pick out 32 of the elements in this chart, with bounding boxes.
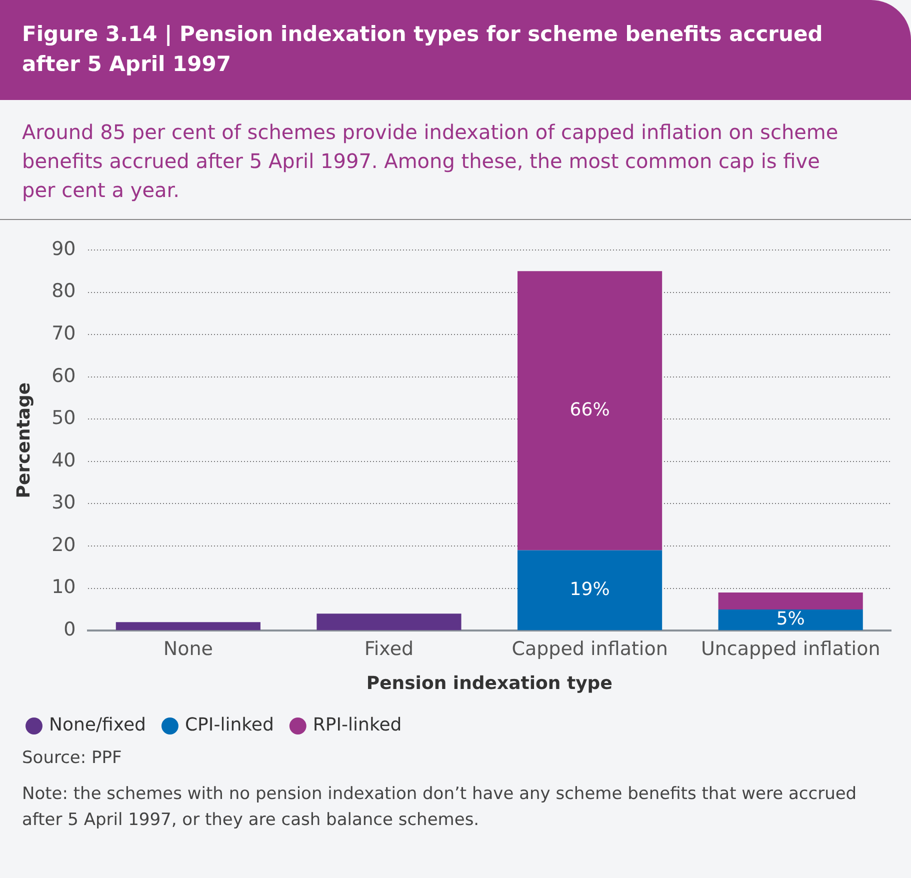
y-tick-label: 60 <box>52 364 76 387</box>
text: Note: the schemes with no pension indexation don’t have any scheme benefits that were accrued after 5 April 1997, or they are cash balance schemes. <box>22 783 858 832</box>
x-tick-label: Uncapped inflation <box>700 638 880 660</box>
x-axis-title: Pension indexation type <box>366 672 612 694</box>
y-tick-label: 50 <box>52 407 76 430</box>
legend-label: RPI-linked <box>312 714 402 736</box>
x-tick-label: Fixed <box>364 638 414 660</box>
y-tick-label: 0 <box>64 618 76 641</box>
y-tick-label: 90 <box>52 238 76 260</box>
y-tick-label: 80 <box>52 280 76 302</box>
legend-label: CPI-linked <box>184 714 274 736</box>
y-axis-title: Percentage <box>13 382 34 498</box>
y-tick-label: 70 <box>52 322 76 345</box>
legend-label: None/fixed <box>49 714 146 736</box>
x-tick-label: None <box>163 638 213 660</box>
y-tick-label: 30 <box>52 492 76 514</box>
bar <box>518 271 662 550</box>
data-label: 66% <box>570 399 610 420</box>
bar <box>316 614 462 630</box>
y-tick-label: 20 <box>52 534 76 556</box>
data-label: 19% <box>570 578 610 600</box>
bar <box>718 609 863 630</box>
bar <box>518 550 662 630</box>
source-note: Source: PPF <box>22 747 123 770</box>
bar <box>718 592 863 610</box>
chart-title: Figure 3.14 | Pension indexation types for scheme benefits accrued after 5 April 1997 <box>0 0 911 100</box>
y-tick-label: 40 <box>52 449 76 472</box>
bar <box>116 622 260 630</box>
data-label: 5% <box>776 608 805 630</box>
x-tick-label: Capped inflation <box>512 638 668 660</box>
y-tick-label: 10 <box>52 576 76 598</box>
chart-subtitle: Around 85 per cent of schemes provide indexation of capped inflation on scheme benefits accrued after 5 April 1997. Among these, the most common cap is five per cent a year. <box>0 100 911 220</box>
